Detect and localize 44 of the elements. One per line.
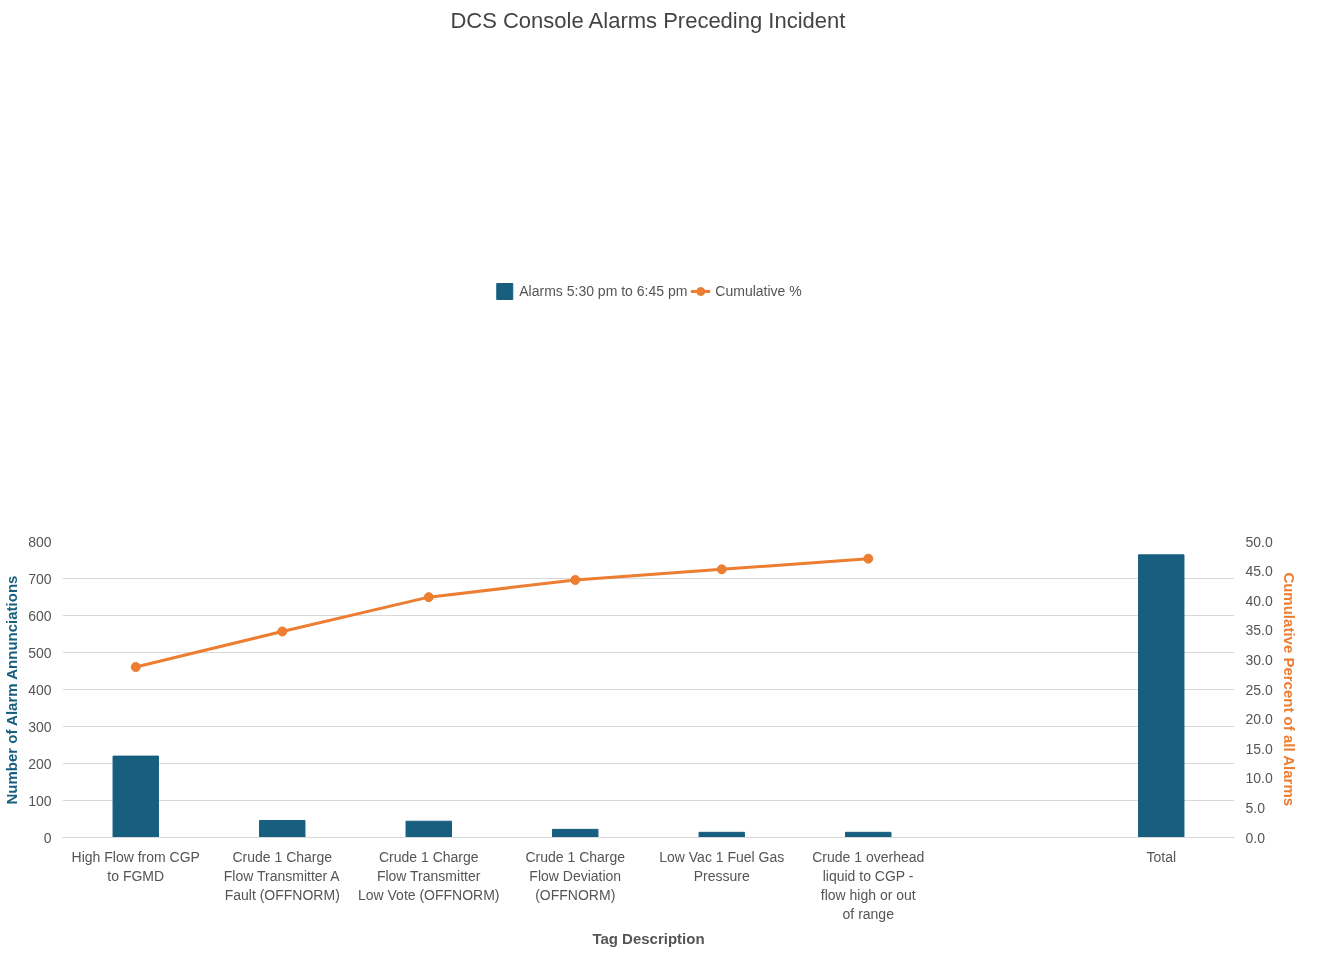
x-tick-label: Low Vac 1 Fuel Gas Pressure xyxy=(659,848,785,884)
y2-tick-label: 15.0 xyxy=(1245,740,1273,757)
x-tick-label: Crude 1 overhead liquid to CGP - flow high or out of range xyxy=(812,848,925,923)
y2-axis-title: Cumulative Percent of all Alarms xyxy=(1280,572,1298,807)
x-axis-title: Tag Description xyxy=(592,930,705,948)
x-tick-label: Total xyxy=(1146,848,1177,865)
legend-label: Cumulative % xyxy=(715,283,802,299)
y2-tick-label: 45.0 xyxy=(1245,563,1273,580)
point xyxy=(716,564,727,575)
x-tick-label: Crude 1 Charge Flow Transmitter A Fault (OFFNORM) xyxy=(223,848,341,903)
y-tick-label: 500 xyxy=(28,644,52,661)
bar xyxy=(405,820,452,838)
y-tick-label: 300 xyxy=(28,718,52,735)
bar xyxy=(259,819,306,838)
y-axis-title: Number of Alarm Annunciations xyxy=(3,575,21,805)
y-tick-label: 200 xyxy=(28,755,52,772)
y2-tick-label: 20.0 xyxy=(1245,711,1273,728)
point xyxy=(277,626,288,637)
x-tick-label: High Flow from CGP to FGMD xyxy=(71,848,200,884)
bar xyxy=(552,828,599,838)
y-tick-label: 400 xyxy=(28,681,52,698)
y2-tick-label: 40.0 xyxy=(1245,592,1273,609)
y2-tick-label: 30.0 xyxy=(1245,651,1273,668)
point xyxy=(423,592,434,603)
point xyxy=(130,662,141,672)
y2-tick-label: 10.0 xyxy=(1245,770,1273,787)
y-tick-label: 100 xyxy=(28,792,52,809)
legend-label: Alarms 5:30 pm to 6:45 pm xyxy=(519,283,688,299)
y2-tick-label: 50.0 xyxy=(1245,533,1273,550)
y2-tick-label: 25.0 xyxy=(1245,681,1273,698)
x-tick-label: Crude 1 Charge Flow Deviation (OFFNORM) xyxy=(525,848,626,903)
point xyxy=(863,553,874,564)
bar xyxy=(112,755,159,838)
x-tick-label: Crude 1 Charge Flow Transmitter Low Vote (OFFNORM) xyxy=(357,848,500,903)
y-tick-label: 700 xyxy=(28,570,52,587)
y-tick-label: 600 xyxy=(28,607,52,624)
chart-title: DCS Console Alarms Preceding Incident xyxy=(450,7,846,33)
y2-tick-label: 0.0 xyxy=(1245,829,1266,846)
y2-tick-label: 35.0 xyxy=(1245,622,1273,639)
y-tick-label: 800 xyxy=(28,533,52,550)
y-tick-label: 0 xyxy=(43,829,52,846)
point xyxy=(570,574,581,585)
bar xyxy=(1138,554,1185,838)
y2-tick-label: 5.0 xyxy=(1245,799,1266,816)
